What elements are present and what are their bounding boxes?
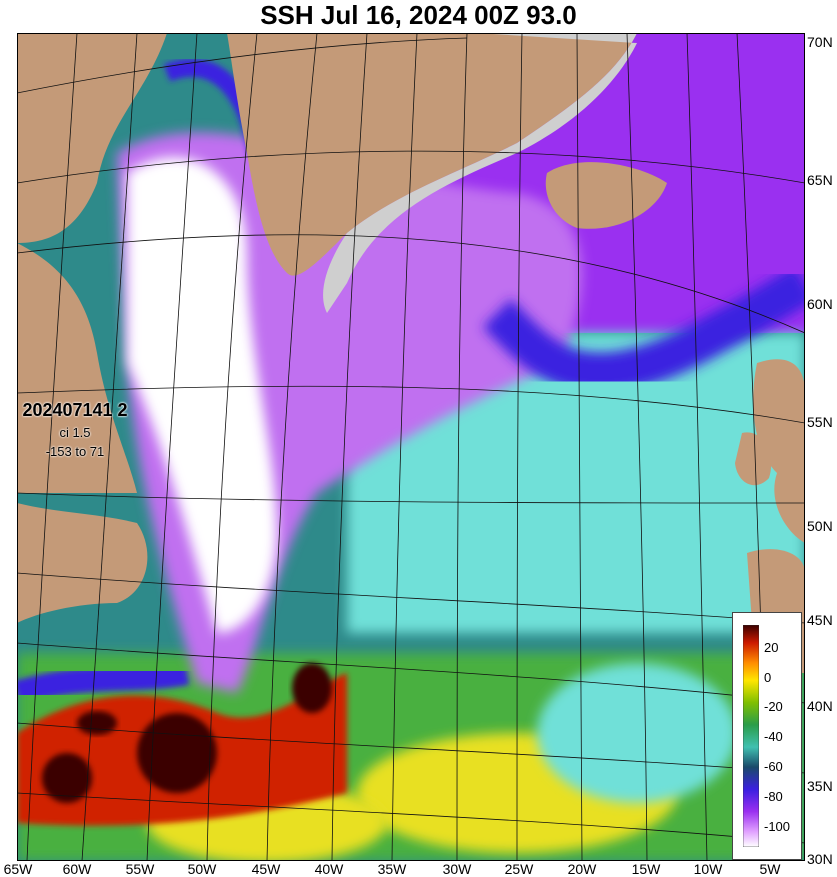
- lat-label-60n: 60N: [807, 296, 833, 312]
- lon-label-10w: 10W: [693, 861, 723, 877]
- lat-label-50n: 50N: [807, 518, 833, 534]
- lat-label-35n: 35N: [807, 778, 833, 794]
- newfoundland-land: [17, 503, 148, 623]
- lon-label-15w: 15W: [631, 861, 661, 877]
- lon-label-20w: 20W: [567, 861, 597, 877]
- lat-label-30n: 30N: [807, 851, 833, 867]
- lon-label-5w: 5W: [759, 861, 781, 877]
- warm-eddy: [137, 713, 217, 793]
- lon-label-60w: 60W: [62, 861, 92, 877]
- greenland-land: [227, 33, 637, 276]
- lat-label-40n: 40N: [807, 698, 833, 714]
- colorbar-tick-neg100: -100: [764, 819, 791, 834]
- info-block: 202407141 2 ci 1.5 -153 to 71: [5, 400, 145, 459]
- lon-label-50w: 50W: [187, 861, 217, 877]
- contour-interval: ci 1.5: [59, 425, 91, 440]
- scotian-blue: [17, 661, 190, 705]
- labrador-cold-white: [127, 157, 277, 633]
- labrador-land: [17, 243, 137, 493]
- lon-label-30w: 30W: [442, 861, 472, 877]
- lon-label-65w: 65W: [3, 861, 33, 877]
- lat-label-65n: 65N: [807, 172, 833, 188]
- cyan-patch: [537, 663, 737, 803]
- lon-label-35w: 35W: [377, 861, 407, 877]
- colorbar-tick-neg60: -60: [764, 759, 783, 774]
- lat-label-70n: 70N: [807, 34, 833, 50]
- date-code: 202407141 2: [22, 400, 128, 420]
- colorbar-tick-neg40: -40: [764, 729, 783, 744]
- iceland-land: [545, 162, 667, 229]
- mid-atlantic-blue: [482, 265, 805, 393]
- graticule: [17, 33, 805, 861]
- lon-label-45w: 45W: [251, 861, 281, 877]
- lat-label-45n: 45N: [807, 612, 833, 628]
- ireland-land: [735, 432, 772, 486]
- colorbar-tick-neg20: -20: [764, 699, 783, 714]
- lon-label-40w: 40W: [314, 861, 344, 877]
- warm-eddy: [42, 753, 92, 803]
- colorbar-tick-20: 20: [764, 640, 779, 655]
- british-isles-land: [753, 359, 805, 543]
- colorbar-gradient: [743, 625, 759, 847]
- lon-label-25w: 25W: [504, 861, 534, 877]
- map-title: SSH Jul 16, 2024 00Z 93.0: [260, 0, 577, 30]
- lat-label-55n: 55N: [807, 414, 833, 430]
- colorbar: 20 0 -20 -40 -60 -80 -100: [732, 612, 802, 860]
- ssh-map: [17, 33, 805, 861]
- warm-eddy: [77, 711, 117, 735]
- value-range: -153 to 71: [45, 444, 105, 459]
- lon-label-55w: 55W: [125, 861, 155, 877]
- warm-eddy: [292, 663, 332, 713]
- colorbar-tick-0: 0: [764, 670, 772, 685]
- colorbar-tick-neg80: -80: [764, 789, 783, 804]
